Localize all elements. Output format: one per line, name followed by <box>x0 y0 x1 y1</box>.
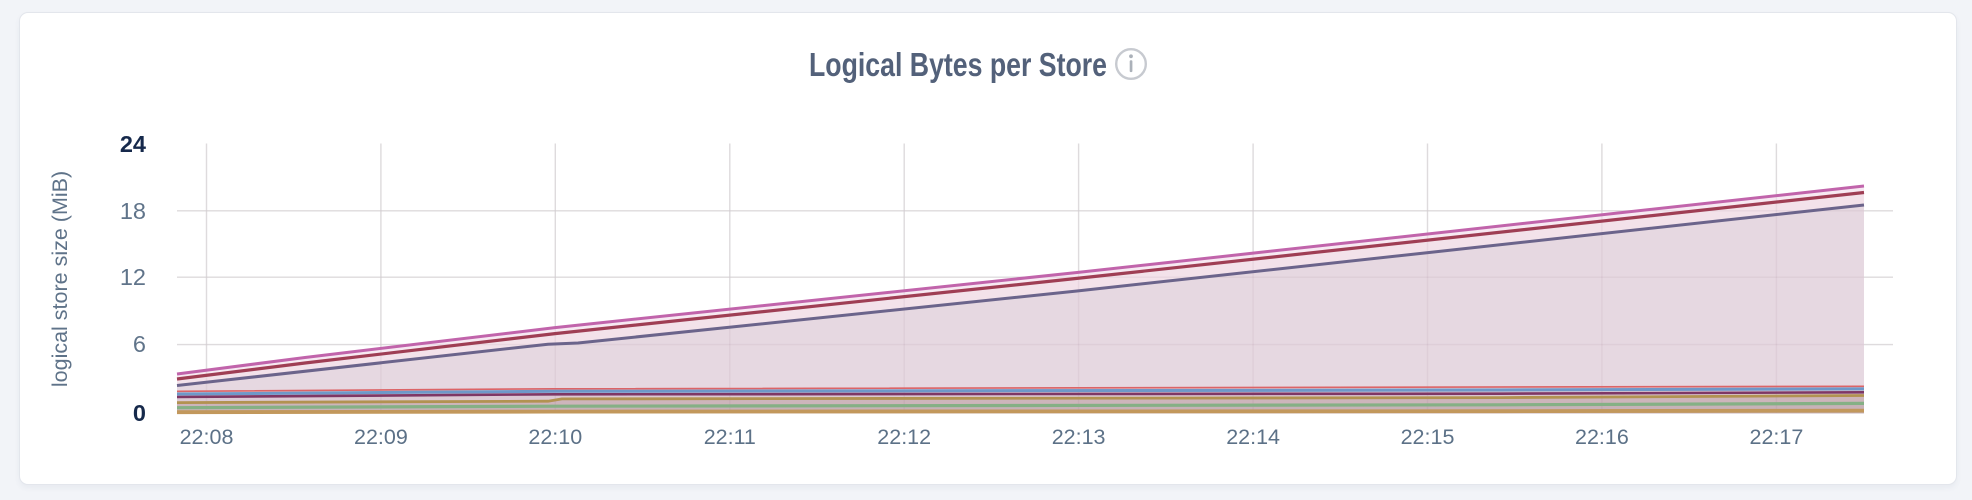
svg-text:Logical Bytes per Store: Logical Bytes per Store <box>809 46 1107 83</box>
svg-text:22:14: 22:14 <box>1226 425 1280 449</box>
svg-text:24: 24 <box>120 131 146 157</box>
svg-text:12: 12 <box>120 264 146 290</box>
svg-text:22:13: 22:13 <box>1052 425 1106 449</box>
svg-text:22:17: 22:17 <box>1749 425 1803 449</box>
svg-text:22:16: 22:16 <box>1575 425 1629 449</box>
svg-text:18: 18 <box>120 198 146 224</box>
svg-text:22:11: 22:11 <box>704 425 756 449</box>
svg-text:22:08: 22:08 <box>180 425 234 449</box>
svg-text:0: 0 <box>133 400 146 426</box>
svg-text:logical store size (MiB): logical store size (MiB) <box>48 171 72 387</box>
svg-text:6: 6 <box>133 331 146 357</box>
svg-text:22:10: 22:10 <box>528 425 582 449</box>
svg-text:22:15: 22:15 <box>1401 425 1455 449</box>
svg-text:22:09: 22:09 <box>354 425 408 449</box>
svg-text:22:12: 22:12 <box>877 425 931 449</box>
